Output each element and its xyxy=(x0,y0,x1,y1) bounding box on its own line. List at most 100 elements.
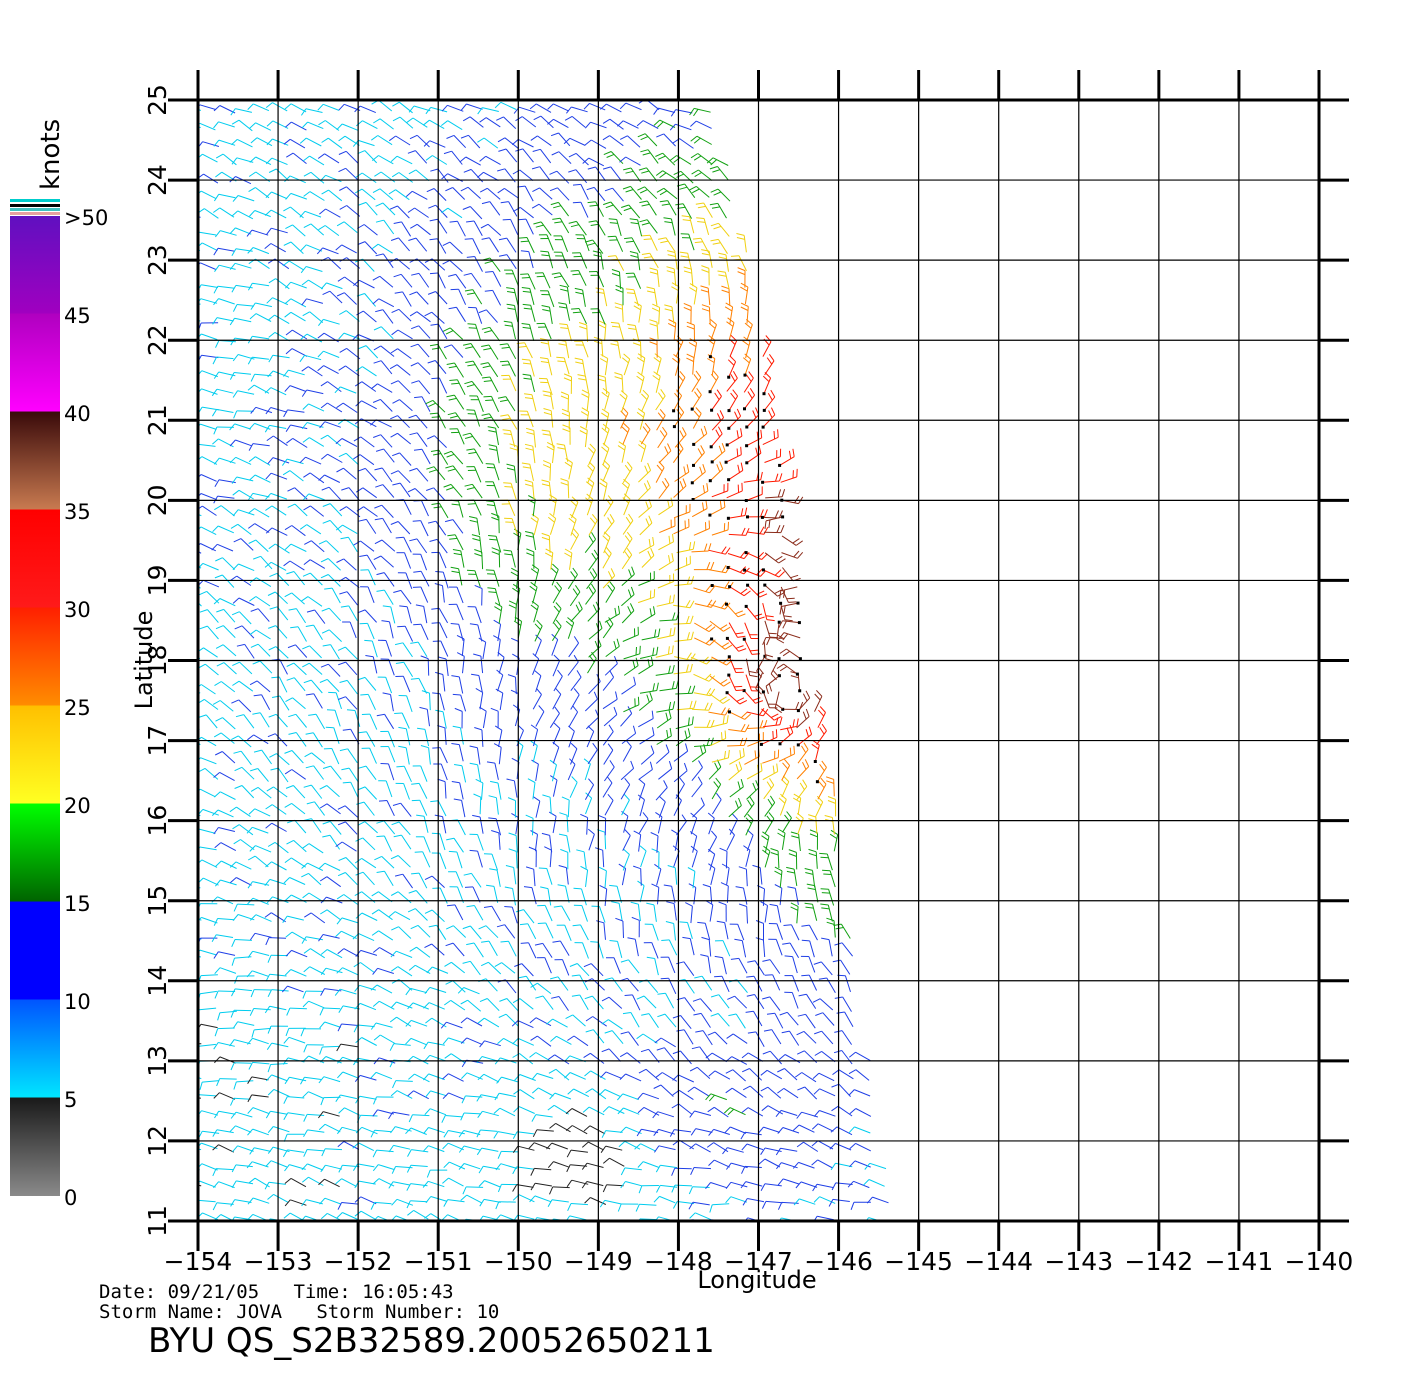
wind-barb-feather xyxy=(667,646,670,655)
wind-barb xyxy=(549,835,553,853)
wind-barb xyxy=(234,939,252,941)
wind-barb xyxy=(235,227,252,235)
wind-barb-feather xyxy=(303,1149,308,1157)
wind-barb-feather xyxy=(815,1012,823,1016)
wind-barb xyxy=(797,798,802,815)
wind-barb xyxy=(235,1125,252,1133)
wind-barb-feather xyxy=(212,700,221,705)
wind-barb-feather xyxy=(215,879,221,887)
wind-barb-feather xyxy=(600,1145,607,1153)
wind-barb-feather xyxy=(322,765,331,769)
wind-barb-feather xyxy=(494,1092,500,1101)
wind-barb-feather xyxy=(705,500,708,509)
wind-barb-feather xyxy=(487,587,496,590)
wind-barb xyxy=(708,307,711,325)
wind-barb xyxy=(602,553,612,569)
wind-barb xyxy=(535,800,541,818)
wind-barb xyxy=(792,975,800,992)
wind-barb xyxy=(781,1162,798,1169)
rain-flag-dot xyxy=(725,691,729,695)
wind-barb xyxy=(784,1054,801,1064)
wind-barb-feather xyxy=(177,426,182,433)
wind-barb xyxy=(291,769,306,780)
wind-barb xyxy=(383,589,394,605)
wind-barb-feather xyxy=(213,827,219,835)
wind-barb-feather xyxy=(760,471,763,480)
wind-barb-feather xyxy=(818,781,825,789)
wind-barb xyxy=(493,501,499,519)
wind-barb-feather xyxy=(558,302,567,305)
wind-barb xyxy=(580,184,589,200)
wind-barb xyxy=(789,1030,800,1046)
wind-barb xyxy=(309,472,325,484)
wind-barb-feather xyxy=(688,542,692,551)
wind-barb xyxy=(538,1087,554,1097)
wind-barb-feather xyxy=(389,364,398,370)
wind-barb-feather xyxy=(425,1090,431,1098)
wind-barb-feather xyxy=(198,714,207,718)
wind-barb xyxy=(814,744,820,762)
wind-barb xyxy=(793,869,798,886)
wind-barb-feather xyxy=(390,237,399,241)
wind-barb-feather xyxy=(775,1110,782,1118)
wind-barb xyxy=(201,736,217,747)
wind-barb xyxy=(410,1037,427,1046)
wind-barb xyxy=(198,1199,216,1203)
wind-barb xyxy=(655,751,670,764)
wind-barb xyxy=(552,1018,568,1028)
wind-barb-feather xyxy=(508,604,517,609)
wind-barb-feather xyxy=(601,412,609,418)
wind-barb xyxy=(360,1114,378,1117)
wind-barb-feather xyxy=(505,865,514,868)
wind-barb-feather xyxy=(491,551,500,555)
wind-barb-feather xyxy=(445,187,453,192)
wind-barb-feather xyxy=(462,925,471,930)
wind-barb-feather xyxy=(784,955,793,958)
wind-barb-feather xyxy=(214,505,222,511)
wind-barb-feather xyxy=(704,543,708,552)
wind-barb-feather xyxy=(783,605,786,614)
wind-barb-feather xyxy=(461,1072,468,1079)
wind-barb xyxy=(765,1200,783,1204)
wind-barb xyxy=(534,1195,551,1203)
wind-barb-feather xyxy=(410,924,419,930)
wind-barb xyxy=(328,486,341,501)
wind-barb xyxy=(550,552,554,570)
wind-barb xyxy=(388,763,395,781)
wind-barb-feather xyxy=(637,1092,644,1100)
wind-barb-feather xyxy=(579,430,588,435)
wind-barb xyxy=(639,799,645,817)
wind-barb xyxy=(314,609,326,624)
wind-barb xyxy=(762,691,770,708)
wind-barb xyxy=(724,272,730,290)
wind-barb-feather xyxy=(770,407,776,416)
wind-barb xyxy=(276,606,289,621)
wind-barb xyxy=(488,961,502,975)
wind-barb xyxy=(602,782,613,798)
wind-barb xyxy=(508,940,517,957)
wind-barb-feather xyxy=(778,558,786,564)
wind-barb-feather xyxy=(435,571,444,573)
wind-barb-feather xyxy=(616,638,620,647)
wind-barb-feather xyxy=(531,203,540,209)
wind-barb-feather xyxy=(320,1164,326,1173)
wind-barb-feather xyxy=(373,1096,377,1105)
wind-barb xyxy=(378,298,395,308)
wind-barb xyxy=(416,223,431,236)
wind-barb-feather xyxy=(671,829,679,835)
wind-barb xyxy=(631,237,641,254)
wind-barb-feather xyxy=(766,357,773,365)
wind-barb-feather xyxy=(424,943,432,949)
wind-barb-feather xyxy=(301,596,309,602)
wind-barb xyxy=(581,905,588,922)
wind-barb xyxy=(477,624,483,642)
wind-barb-feather xyxy=(832,959,841,963)
wind-barb-feather xyxy=(745,1010,754,1013)
wind-barb-feather xyxy=(284,802,292,808)
wind-barb-feather xyxy=(485,399,494,401)
wind-barb-feather xyxy=(335,930,342,938)
wind-barb-feather xyxy=(390,855,399,860)
rain-flag-dot xyxy=(813,760,817,763)
wind-barb xyxy=(452,187,466,200)
wind-barb-feather xyxy=(645,518,650,527)
